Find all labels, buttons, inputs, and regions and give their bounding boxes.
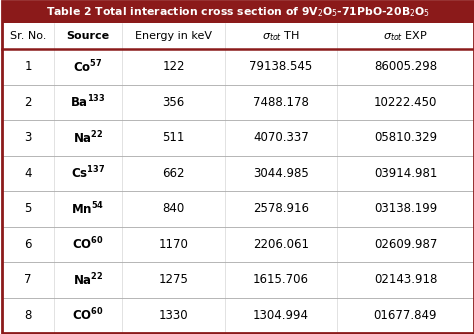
Text: $\mathbf{CO}^{\mathbf{60}}$: $\mathbf{CO}^{\mathbf{60}}$	[72, 236, 104, 253]
Text: 122: 122	[162, 60, 185, 73]
Text: 02609.987: 02609.987	[374, 238, 437, 251]
Bar	[2, 156, 474, 191]
Text: 1170: 1170	[159, 238, 189, 251]
Bar	[2, 262, 474, 298]
Text: $\mathbf{Mn}^{\mathbf{54}}$: $\mathbf{Mn}^{\mathbf{54}}$	[72, 200, 105, 217]
Text: 7: 7	[24, 273, 32, 286]
Text: 1304.994: 1304.994	[253, 309, 309, 322]
Text: 3: 3	[24, 131, 32, 144]
Bar	[2, 49, 474, 85]
Text: 2206.061: 2206.061	[253, 238, 309, 251]
Bar	[2, 226, 474, 262]
Text: 2: 2	[24, 96, 32, 109]
Text: 03914.981: 03914.981	[374, 167, 437, 180]
Text: 511: 511	[162, 131, 185, 144]
Text: $\mathbf{Cs}^{\mathbf{137}}$: $\mathbf{Cs}^{\mathbf{137}}$	[71, 165, 105, 182]
Text: 03138.199: 03138.199	[374, 202, 437, 215]
Text: $\mathbf{Na}^{\mathbf{22}}$: $\mathbf{Na}^{\mathbf{22}}$	[73, 130, 103, 146]
Bar	[2, 85, 474, 120]
Text: Source: Source	[66, 31, 109, 41]
Text: $\mathbf{Co}^{\mathbf{57}}$: $\mathbf{Co}^{\mathbf{57}}$	[73, 58, 102, 75]
Text: 01677.849: 01677.849	[374, 309, 437, 322]
Text: $\sigma_{tot}$ EXP: $\sigma_{tot}$ EXP	[383, 29, 428, 43]
Text: 1275: 1275	[159, 273, 189, 286]
Text: $\mathbf{Na}^{\mathbf{22}}$: $\mathbf{Na}^{\mathbf{22}}$	[73, 272, 103, 288]
Text: Energy in keV: Energy in keV	[135, 31, 212, 41]
Bar	[2, 298, 474, 333]
Text: 1330: 1330	[159, 309, 188, 322]
Text: 6: 6	[24, 238, 32, 251]
Text: 1: 1	[24, 60, 32, 73]
Bar	[2, 1, 474, 23]
Bar	[2, 120, 474, 156]
Text: 3044.985: 3044.985	[253, 167, 309, 180]
Text: 79138.545: 79138.545	[249, 60, 313, 73]
Text: 05810.329: 05810.329	[374, 131, 437, 144]
Text: 7488.178: 7488.178	[253, 96, 309, 109]
Text: 840: 840	[163, 202, 185, 215]
Text: $\sigma_{tot}$ TH: $\sigma_{tot}$ TH	[262, 29, 300, 43]
Text: 356: 356	[163, 96, 185, 109]
Text: Table 2 Total interaction cross section of 9V$_2$O$_5$-71PbO-20B$_2$O$_5$: Table 2 Total interaction cross section …	[46, 5, 430, 19]
Text: 5: 5	[24, 202, 32, 215]
Text: 86005.298: 86005.298	[374, 60, 437, 73]
Text: 02143.918: 02143.918	[374, 273, 437, 286]
Text: 8: 8	[24, 309, 32, 322]
Bar	[2, 191, 474, 226]
Text: $\mathbf{Ba}^{\mathbf{133}}$: $\mathbf{Ba}^{\mathbf{133}}$	[70, 94, 106, 111]
Text: 10222.450: 10222.450	[374, 96, 437, 109]
Text: Sr. No.: Sr. No.	[10, 31, 46, 41]
Bar	[2, 23, 474, 49]
Text: 1615.706: 1615.706	[253, 273, 309, 286]
Text: 662: 662	[162, 167, 185, 180]
Text: $\mathbf{CO}^{\mathbf{60}}$: $\mathbf{CO}^{\mathbf{60}}$	[72, 307, 104, 324]
Text: 4: 4	[24, 167, 32, 180]
Text: 2578.916: 2578.916	[253, 202, 309, 215]
Text: 4070.337: 4070.337	[253, 131, 309, 144]
